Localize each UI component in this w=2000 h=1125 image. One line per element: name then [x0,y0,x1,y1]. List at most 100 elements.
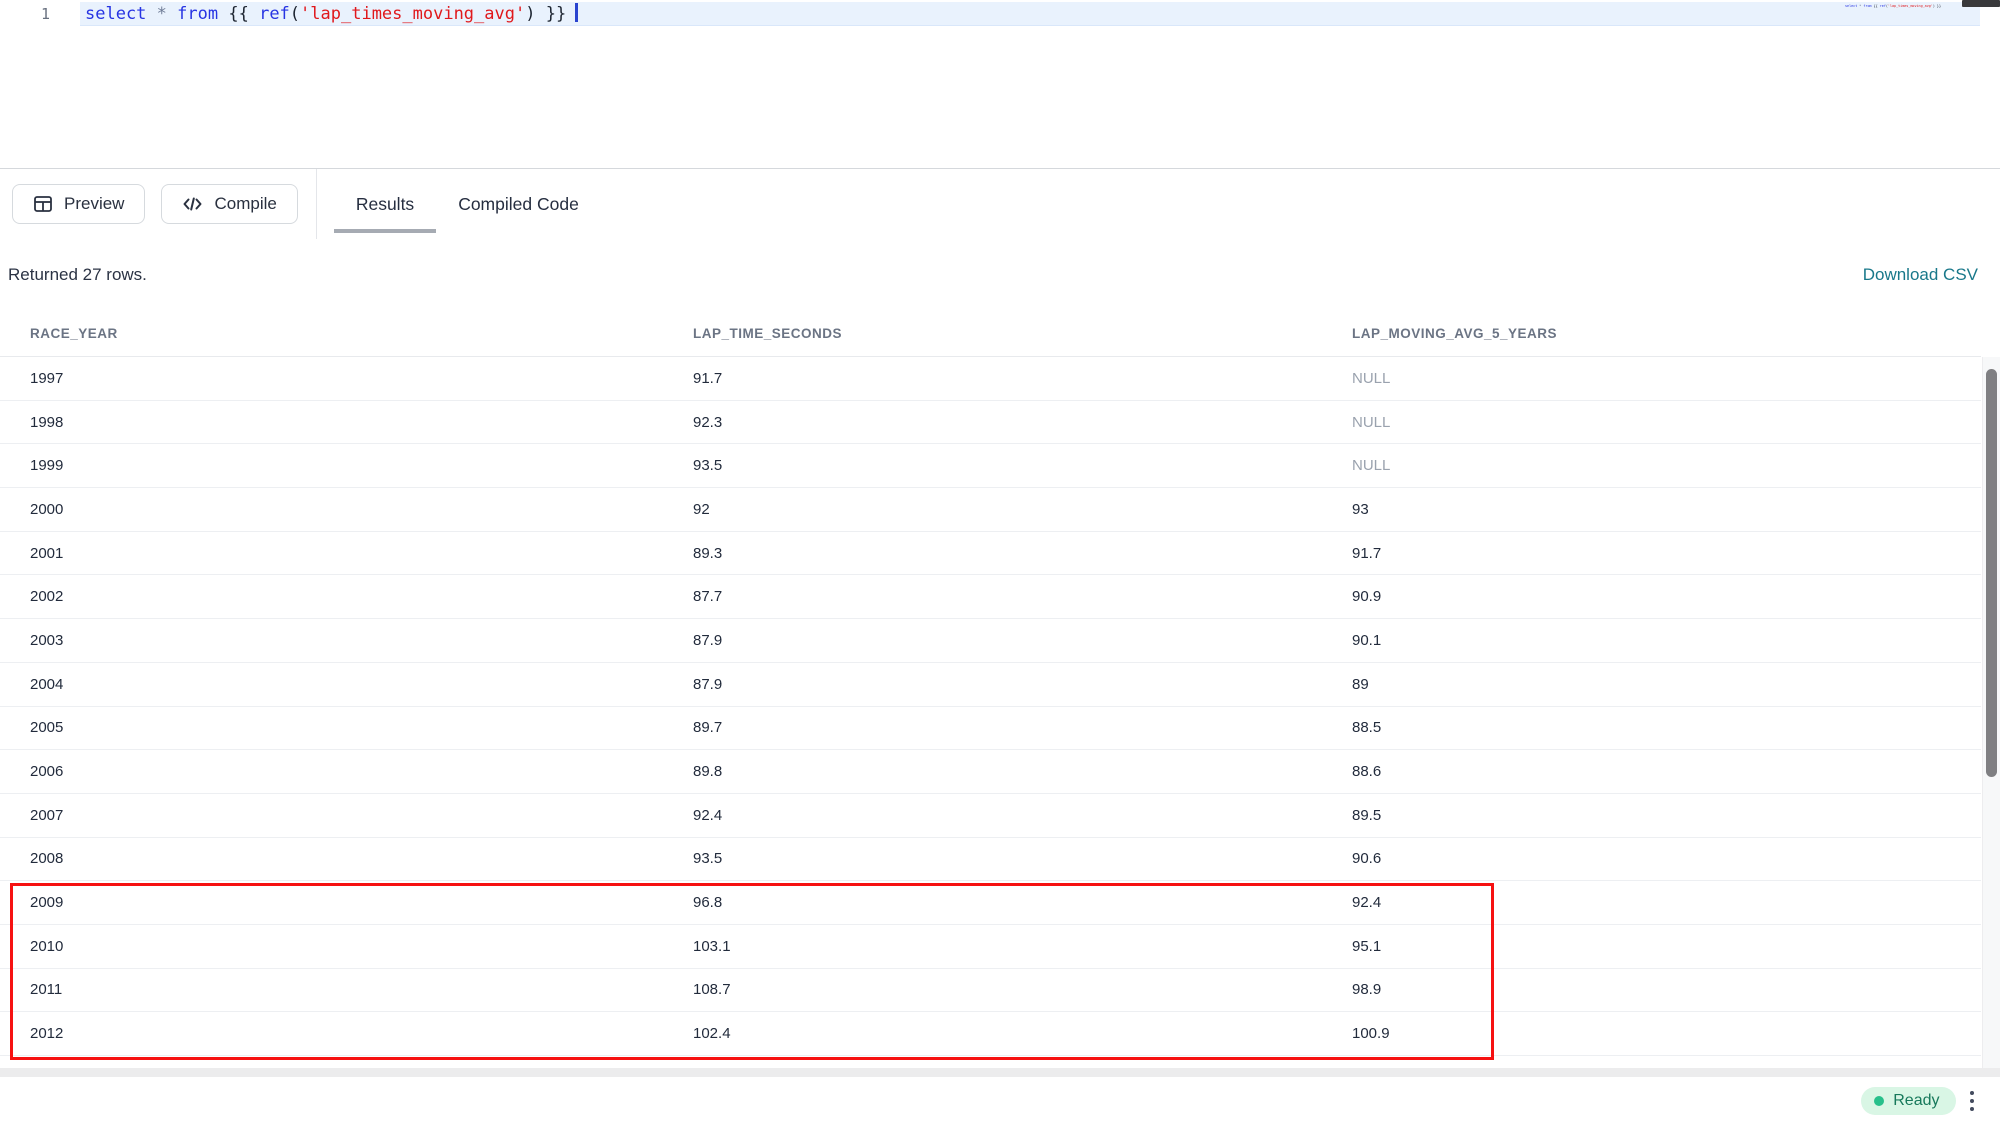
code-token [146,4,156,24]
results-panel: Preview Compile Results Compiled Code Ret… [0,168,2000,1125]
table-cell: 90.6 [1352,850,1382,868]
table-header: RACE_YEAR LAP_TIME_SECONDS LAP_MOVING_AVG_… [0,311,1981,357]
table-cell: 89.3 [693,544,723,562]
download-csv-link[interactable]: Download CSV [1862,265,1978,284]
table-row-2007: 2007 92.4 89.5 [0,794,1981,838]
table-cell: 108.7 [693,981,731,999]
compile-button-label: Compile [214,194,277,213]
text-cursor [575,3,579,22]
table-cell: 92.4 [1352,894,1382,912]
table-cell: 92.4 [693,806,723,824]
table-row-1998: 1998 92.3 NULL [0,401,1981,445]
row-count-summary: Returned 27 rows. [8,265,147,284]
code-line[interactable]: select * from {{ ref('lap_times_moving_a… [85,2,579,26]
table-cell: 93.5 [693,850,723,868]
code-token: * [1859,4,1862,8]
code-token: 'lap_times_moving_avg' [300,4,526,24]
code-token: ( [289,4,301,24]
table-cell: 2006 [30,763,64,781]
compile-button[interactable]: Compile [161,184,298,224]
table-cell: 2000 [30,500,64,518]
preview-button[interactable]: Preview [12,184,146,224]
tabs: Results Compiled Code [333,169,601,239]
code-token: {{ [1871,4,1880,8]
code-token [167,4,177,24]
table-cell: 102.4 [693,1025,731,1043]
table-row-1997: 1997 91.7 NULL [0,357,1981,401]
toolbar: Preview Compile Results Compiled Code [0,169,2000,239]
status-bar: Ready [0,1077,2000,1125]
code-token: ) [1932,4,1935,8]
toolbar-divider [315,169,317,239]
column-header: LAP_MOVING_AVG_5_YEARS [1352,326,1558,341]
table-cell: 1998 [30,413,64,431]
table-cell: 93.5 [693,457,723,475]
table-cell: 90.9 [1352,588,1382,606]
code-token: select [85,4,147,24]
table-cell: 2004 [30,675,64,693]
table-row-1999: 1999 93.5 NULL [0,444,1981,489]
table-cell: 91.7 [1352,544,1382,562]
code-token: {{ [218,4,260,24]
table-row-2006: 2006 89.8 88.6 [0,750,1981,794]
code-line-tokens: select * from {{ ref('lap_times_moving_a… [85,4,566,24]
table-row-2004: 2004 87.9 89 [0,663,1981,707]
table-row-2012: 2012 102.4 100.9 [0,1012,1981,1056]
column-header: RACE_YEAR [30,326,118,341]
column-header: LAP_TIME_SECONDS [693,326,843,341]
minimap-code: select * from {{ ref('lap_times_moving_a… [1845,4,1941,8]
table-body: 1997 91.7 NULL 1998 92.3 NULL 1999 93.5 NULL 2000… [0,357,1981,1056]
results-meta-bar: Returned 27 rows. Download CSV [0,239,2000,311]
table-row-2009: 2009 96.8 92.4 [0,881,1981,925]
status-badge-label: Ready [1893,1092,1940,1109]
table-cell: 93 [1352,500,1369,518]
code-token: ( [1885,4,1888,8]
code-token: ) [525,4,536,24]
code-token: from [177,4,219,24]
line-number: 1 [40,5,50,23]
table-cell: 2010 [30,937,64,955]
table-row-2005: 2005 89.7 88.5 [0,707,1981,751]
code-token: 'lap_times_moving_avg' [1887,4,1933,8]
table-row-2003: 2003 87.9 90.1 [0,619,1981,663]
table-cell: 103.1 [693,937,731,955]
table-row-2002: 2002 87.7 90.9 [0,575,1981,620]
table-cell: 87.7 [693,588,723,606]
sql-editor[interactable]: 1 select * from {{ ref('lap_times_moving… [0,0,2000,168]
table-cell: 2009 [30,894,64,912]
table-cell: 2001 [30,544,64,562]
preview-button-label: Preview [64,194,125,213]
table-cell: 2005 [30,719,64,737]
kebab-menu-icon[interactable] [1968,1089,1977,1114]
table-scrollbar-thumb[interactable] [1986,369,1997,777]
table-cell: NULL [1352,413,1391,431]
table-cell: 1999 [30,457,64,475]
table-cell: 98.9 [1352,981,1382,999]
table-cell: 2008 [30,850,64,868]
table-cell: 100.9 [1352,1025,1390,1043]
table-cell: 1997 [30,369,64,387]
table-cell: 89.7 [693,719,723,737]
table-row-2011: 2011 108.7 98.9 [0,969,1981,1013]
code-token: * [156,4,167,24]
table-cell: 89.5 [1352,806,1382,824]
table-row-2000: 2000 92 93 [0,488,1981,532]
editor-scrollbar-thumb[interactable] [1962,0,2000,7]
code-token: from [1863,4,1872,8]
table-horizontal-scrollbar[interactable] [0,1068,2000,1077]
table-cell: 91.7 [693,369,723,387]
table-cell: 87.9 [693,631,723,649]
status-dot-icon [1874,1096,1885,1106]
editor-minimap[interactable]: select * from {{ ref('lap_times_moving_a… [1845,3,1957,15]
table-cell: 88.6 [1352,763,1382,781]
tab-results[interactable]: Results [333,169,437,239]
table-cell: 2011 [30,981,63,999]
table-row-2008: 2008 93.5 90.6 [0,838,1981,882]
table-row-2010: 2010 103.1 95.1 [0,925,1981,969]
table-cell: NULL [1352,457,1391,475]
tab-compiled-code[interactable]: Compiled Code [458,193,579,214]
table-cell: 87.9 [693,675,723,693]
table-vertical-scrollbar[interactable] [1982,357,2000,1068]
table-cell: 2003 [30,631,64,649]
code-icon [182,194,203,214]
